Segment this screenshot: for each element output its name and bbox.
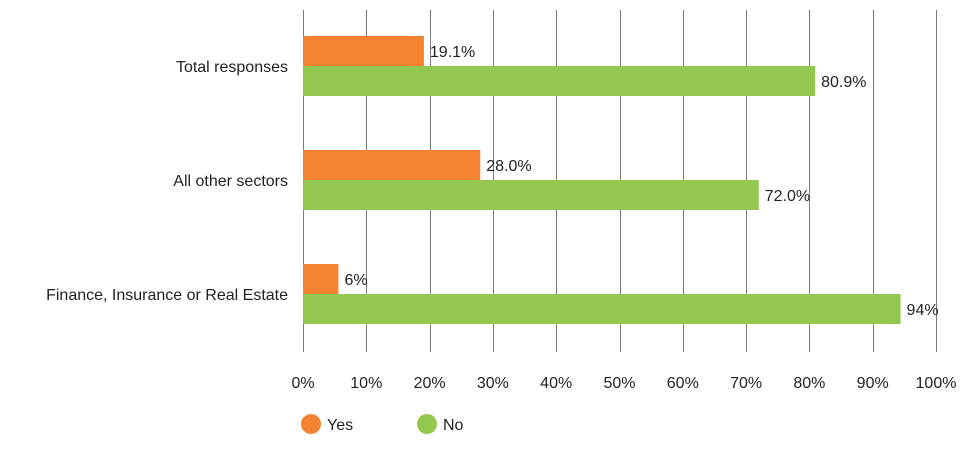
x-axis-tick-labels: 0% 10% 20% 30% 40% 50% 60% 70% 80% 90% 100% <box>291 375 956 392</box>
bar-no-1 <box>303 180 759 210</box>
x-tick-label: 60% <box>667 375 699 392</box>
legend-label: Yes <box>327 417 353 434</box>
legend-swatch-no <box>417 414 437 434</box>
x-tick-label: 100% <box>916 375 957 392</box>
data-label: 19.1% <box>430 44 475 61</box>
x-tick-label: 0% <box>291 375 314 392</box>
category-label: Total responses <box>176 59 288 76</box>
data-label: 6% <box>344 272 367 289</box>
category-label: Finance, Insurance or Real Estate <box>46 287 288 304</box>
legend: Yes No <box>301 414 464 434</box>
x-tick-label: 10% <box>350 375 382 392</box>
x-tick-label: 50% <box>603 375 635 392</box>
x-tick-label: 40% <box>540 375 572 392</box>
category-labels: Total responses All other sectors Finance,… <box>46 59 288 304</box>
bar-yes-1 <box>303 150 481 180</box>
bar-no-2 <box>303 294 901 324</box>
bar-yes-0 <box>303 36 424 66</box>
data-label: 80.9% <box>821 74 866 91</box>
legend-label: No <box>443 417 464 434</box>
bar-no-0 <box>303 66 816 96</box>
data-label: 94% <box>907 302 939 319</box>
data-labels: 19.1% 80.9% 28.0% 72.0% 6% 94% <box>344 44 938 319</box>
category-label: All other sectors <box>173 173 288 190</box>
data-label: 72.0% <box>765 188 810 205</box>
x-tick-label: 90% <box>857 375 889 392</box>
data-label: 28.0% <box>486 158 531 175</box>
x-tick-label: 80% <box>793 375 825 392</box>
bar-yes-2 <box>303 264 339 294</box>
bars <box>303 36 901 324</box>
x-tick-label: 30% <box>477 375 509 392</box>
x-tick-label: 70% <box>730 375 762 392</box>
legend-swatch-yes <box>301 414 321 434</box>
x-tick-label: 20% <box>414 375 446 392</box>
